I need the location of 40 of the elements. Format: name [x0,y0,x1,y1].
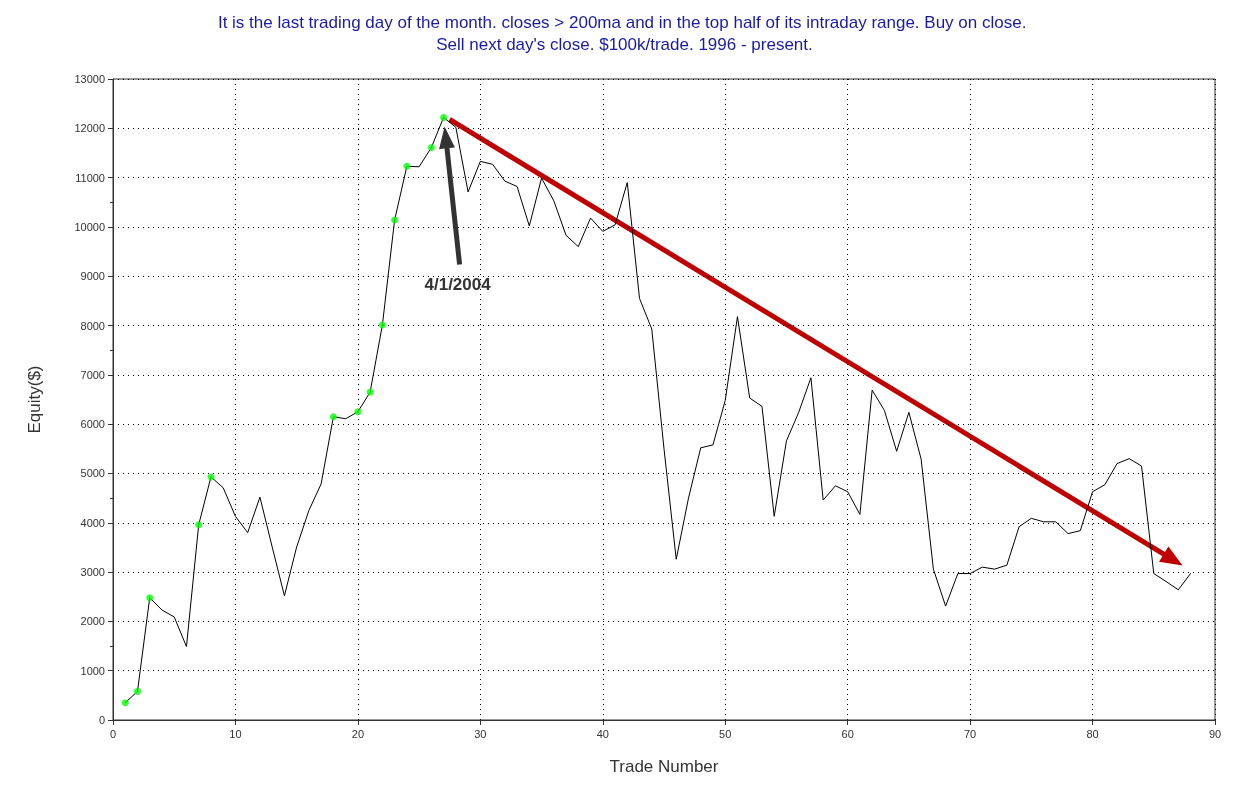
annotation: 4/1/2004 [424,275,492,295]
point [440,113,448,121]
point [427,144,435,152]
x-tick-label: 40 [596,727,609,740]
x-tick-label: 0 [109,727,117,740]
point [391,216,399,224]
y-tick-label: 11000 [75,171,105,184]
point [134,687,141,695]
x-tick-label: 50 [719,727,732,740]
y-axis-title: Equity($) [25,365,44,434]
y-tick-label: 1000 [80,664,105,677]
x-tick-label: 80 [1086,727,1099,740]
x-tick-label: 30 [474,727,487,740]
point [378,321,386,329]
y-tick-label: 5000 [80,467,105,480]
x-axis-title: Trade Number [609,757,719,776]
y-tick-label: 3000 [80,566,105,579]
point [121,699,129,707]
point [146,594,154,602]
x-tick-label: 70 [963,727,977,740]
chart-title: It is the last trading day of the month. closes > 200ma and in the top half of its intraday range. Buy on close. Sell next day's close. $100k/trade. 1996 - present. [217,12,1032,54]
y-tick-label: 7000 [80,368,105,381]
point [354,408,362,416]
x-tick-label: 20 [351,727,365,740]
y-tick-label: 9000 [80,270,105,283]
x-tick-label: 90 [1208,727,1222,740]
y-tick-label: 0 [98,714,105,726]
y-tick-label: 10000 [74,220,105,233]
x-tick-label: 10 [229,727,242,740]
point [329,413,337,421]
y-tick-label: 12000 [74,122,105,135]
y-tick-label: 4000 [80,516,105,529]
y-tick-label: 13000 [74,73,105,85]
point [195,521,203,529]
x-tick-label: 60 [841,727,854,740]
y-tick-label: 8000 [80,319,105,332]
point [403,162,411,170]
y-tick-label: 2000 [80,615,105,628]
y-tick-label: 6000 [80,418,105,431]
point [366,388,374,396]
